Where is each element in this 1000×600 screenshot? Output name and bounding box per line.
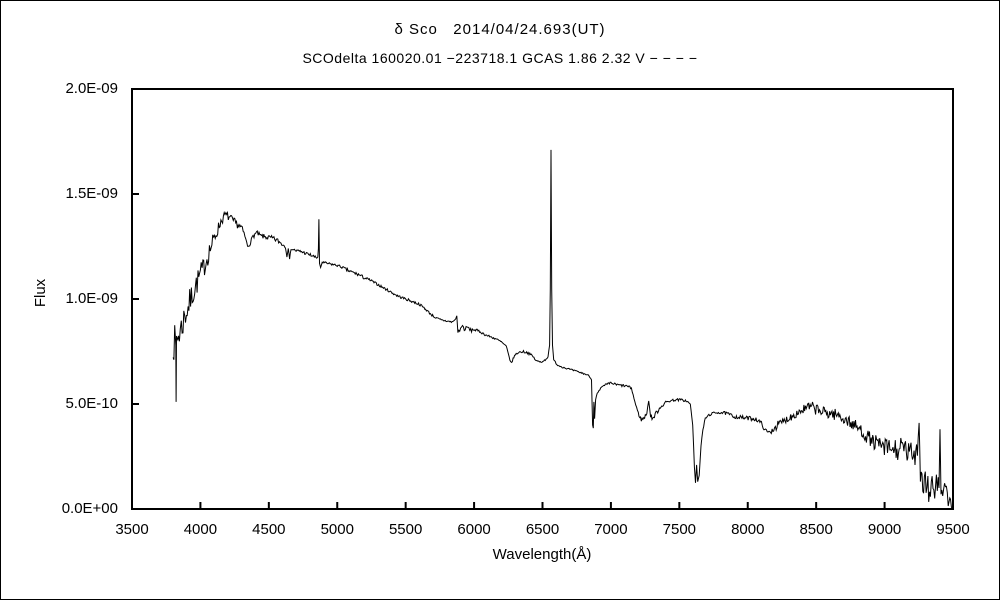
x-tick-label: 9000: [867, 521, 902, 538]
x-tick-label: 4500: [252, 521, 286, 538]
x-tick-label: 5000: [320, 521, 354, 538]
y-tick-label: 0.0E+00: [61, 500, 118, 517]
x-tick-label: 7000: [594, 521, 628, 538]
x-tick-label: 6000: [457, 521, 491, 538]
x-axis-title: Wavelength(Å): [492, 546, 592, 563]
x-tick-label: 9500: [936, 521, 970, 538]
x-tick-label: 7500: [662, 521, 697, 538]
y-tick-label: 2.0E-09: [65, 80, 118, 97]
x-tick-label: 5500: [388, 521, 423, 538]
x-tick-label: 8500: [799, 521, 833, 538]
plot-border: [131, 88, 954, 510]
y-tick-label: 5.0E-10: [65, 395, 118, 412]
x-tick-label: 3500: [115, 521, 149, 538]
figure-title: δ Sco 2014/04/24.693(UT): [394, 21, 606, 38]
x-tick-label: 4000: [183, 521, 218, 538]
x-tick-label: 8000: [731, 521, 765, 538]
figure-subtitle: SCOdelta 160020.01 −223718.1 GCAS 1.86 2…: [302, 50, 698, 66]
y-tick-label: 1.5E-09: [65, 185, 118, 202]
spectrum-line: [172, 149, 954, 510]
y-tick-label: 1.0E-09: [65, 290, 118, 307]
x-tick-label: 6500: [525, 521, 560, 538]
